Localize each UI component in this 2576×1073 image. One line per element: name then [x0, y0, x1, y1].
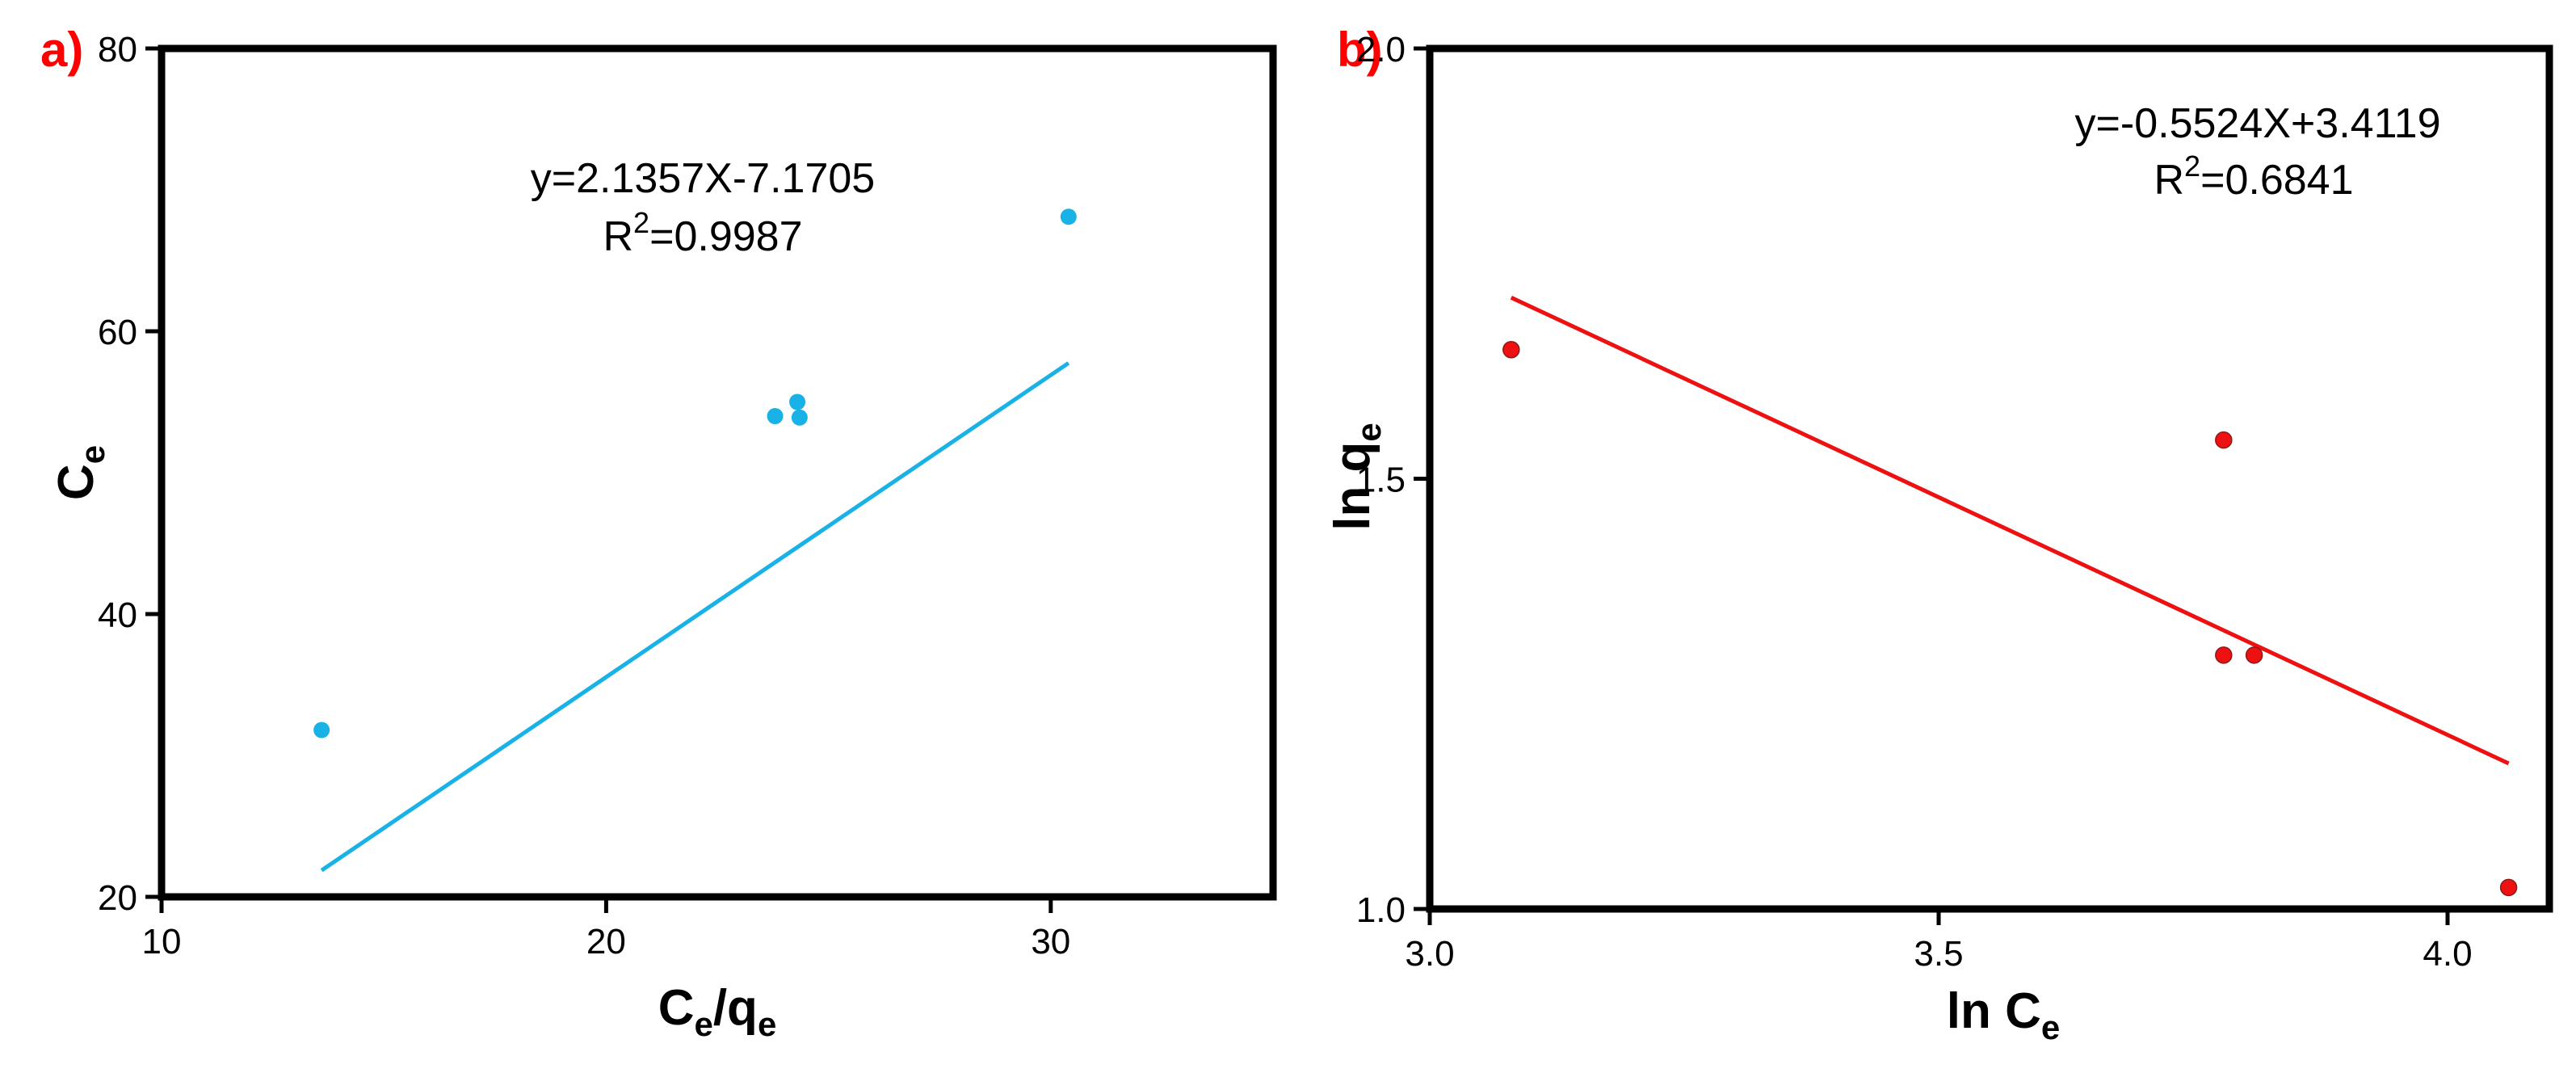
panel-b-ylabel-main: ln q — [1325, 442, 1380, 531]
panel-a-xlabel-sep: /q — [713, 980, 758, 1036]
panel-a-y-axis-title: Ce — [48, 445, 111, 500]
panel-b-x-tick-label: 3.0 — [1405, 934, 1454, 974]
panel-a-data-point — [791, 409, 808, 426]
panel-a-y-tick-label: 60 — [98, 313, 137, 352]
panel-b-x-axis-title: ln Ce — [1947, 983, 2060, 1046]
panel-a-data-point — [1060, 208, 1077, 225]
panel-b-data-point — [2215, 431, 2233, 449]
panel-a-plot-frame — [158, 44, 1277, 901]
panel-a-r2-prefix: R — [603, 213, 633, 260]
panel-b-y-axis-title: ln qe — [1325, 423, 1388, 531]
panel-b-x-tick-label: 4.0 — [2423, 934, 2472, 974]
panel-b-y-tick-label: 1.5 — [1356, 461, 1406, 500]
panel-b-xlabel-sub: e — [2041, 1008, 2060, 1046]
panel-a-x-tick-label: 20 — [586, 922, 626, 961]
panel-b-fit-line — [1510, 296, 2510, 766]
panel-a-y-tick-label: 80 — [98, 30, 137, 69]
panel-a-equation: y=2.1357X-7.1705 — [531, 155, 875, 202]
panel-a-marks — [313, 208, 1077, 873]
panel-b-marks — [1502, 296, 2518, 897]
panel-b-data-point — [2245, 646, 2263, 664]
panel-b-x-tick-label: 3.5 — [1914, 934, 1963, 974]
panel-a-data-point — [313, 722, 330, 738]
panel-a-x-tick-label: 10 — [142, 922, 182, 961]
panel-a-ylabel-sub: e — [74, 445, 111, 464]
panel-b-data-point — [1502, 341, 1520, 359]
panel-a-y-tick-label: 40 — [98, 595, 137, 635]
panel-b-r2: R2=0.6841 — [2154, 149, 2353, 204]
panel-a-r2-sup: 2 — [633, 206, 649, 239]
panel-a-x-axis-title: Ce/qe — [658, 980, 777, 1043]
panel-b-y-tick-label: 1.0 — [1356, 890, 1406, 930]
panel-b-ticks: 3.0 3.5 4.0 1.0 1.5 2.0 — [1356, 30, 2473, 974]
panel-a-data-point — [789, 393, 806, 410]
panel-b-data-point — [2215, 646, 2233, 664]
panel-a-xlabel-sub2: e — [758, 1005, 776, 1043]
panel-b-data-point — [2499, 878, 2518, 897]
panel-b-chart: b) 3.0 3.5 4.01.01.52.0 y=-0.5524X+3.4119 … — [1325, 23, 2553, 1046]
panel-a-fit-line — [320, 361, 1070, 873]
panel-a-ylabel-main: C — [48, 464, 104, 500]
panel-b-r2-prefix: R — [2154, 157, 2184, 204]
panel-a-y-tick-label: 20 — [98, 878, 137, 918]
panel-b-label: b) — [1337, 23, 1383, 77]
panel-a-xlabel-main: C — [658, 980, 695, 1036]
panel-b-r2-value: =0.6841 — [2200, 157, 2353, 204]
panel-b-xlabel-main: ln C — [1947, 983, 2041, 1039]
panel-a-label: a) — [40, 23, 83, 77]
panel-b-plot-frame — [1426, 44, 2553, 913]
panel-b-y-tick-label: 2.0 — [1356, 30, 1406, 69]
panel-a-data-point — [767, 408, 784, 424]
panel-b-ylabel-sub: e — [1350, 423, 1388, 441]
panel-a-r2: R2=0.9987 — [603, 206, 802, 260]
panel-a-r2-value: =0.9987 — [649, 213, 802, 260]
panel-a-xlabel-sub: e — [694, 1005, 712, 1043]
panel-b-r2-sup: 2 — [2184, 149, 2200, 183]
panel-a-x-tick-label: 30 — [1031, 922, 1070, 961]
panel-b-equation: y=-0.5524X+3.4119 — [2075, 100, 2441, 147]
